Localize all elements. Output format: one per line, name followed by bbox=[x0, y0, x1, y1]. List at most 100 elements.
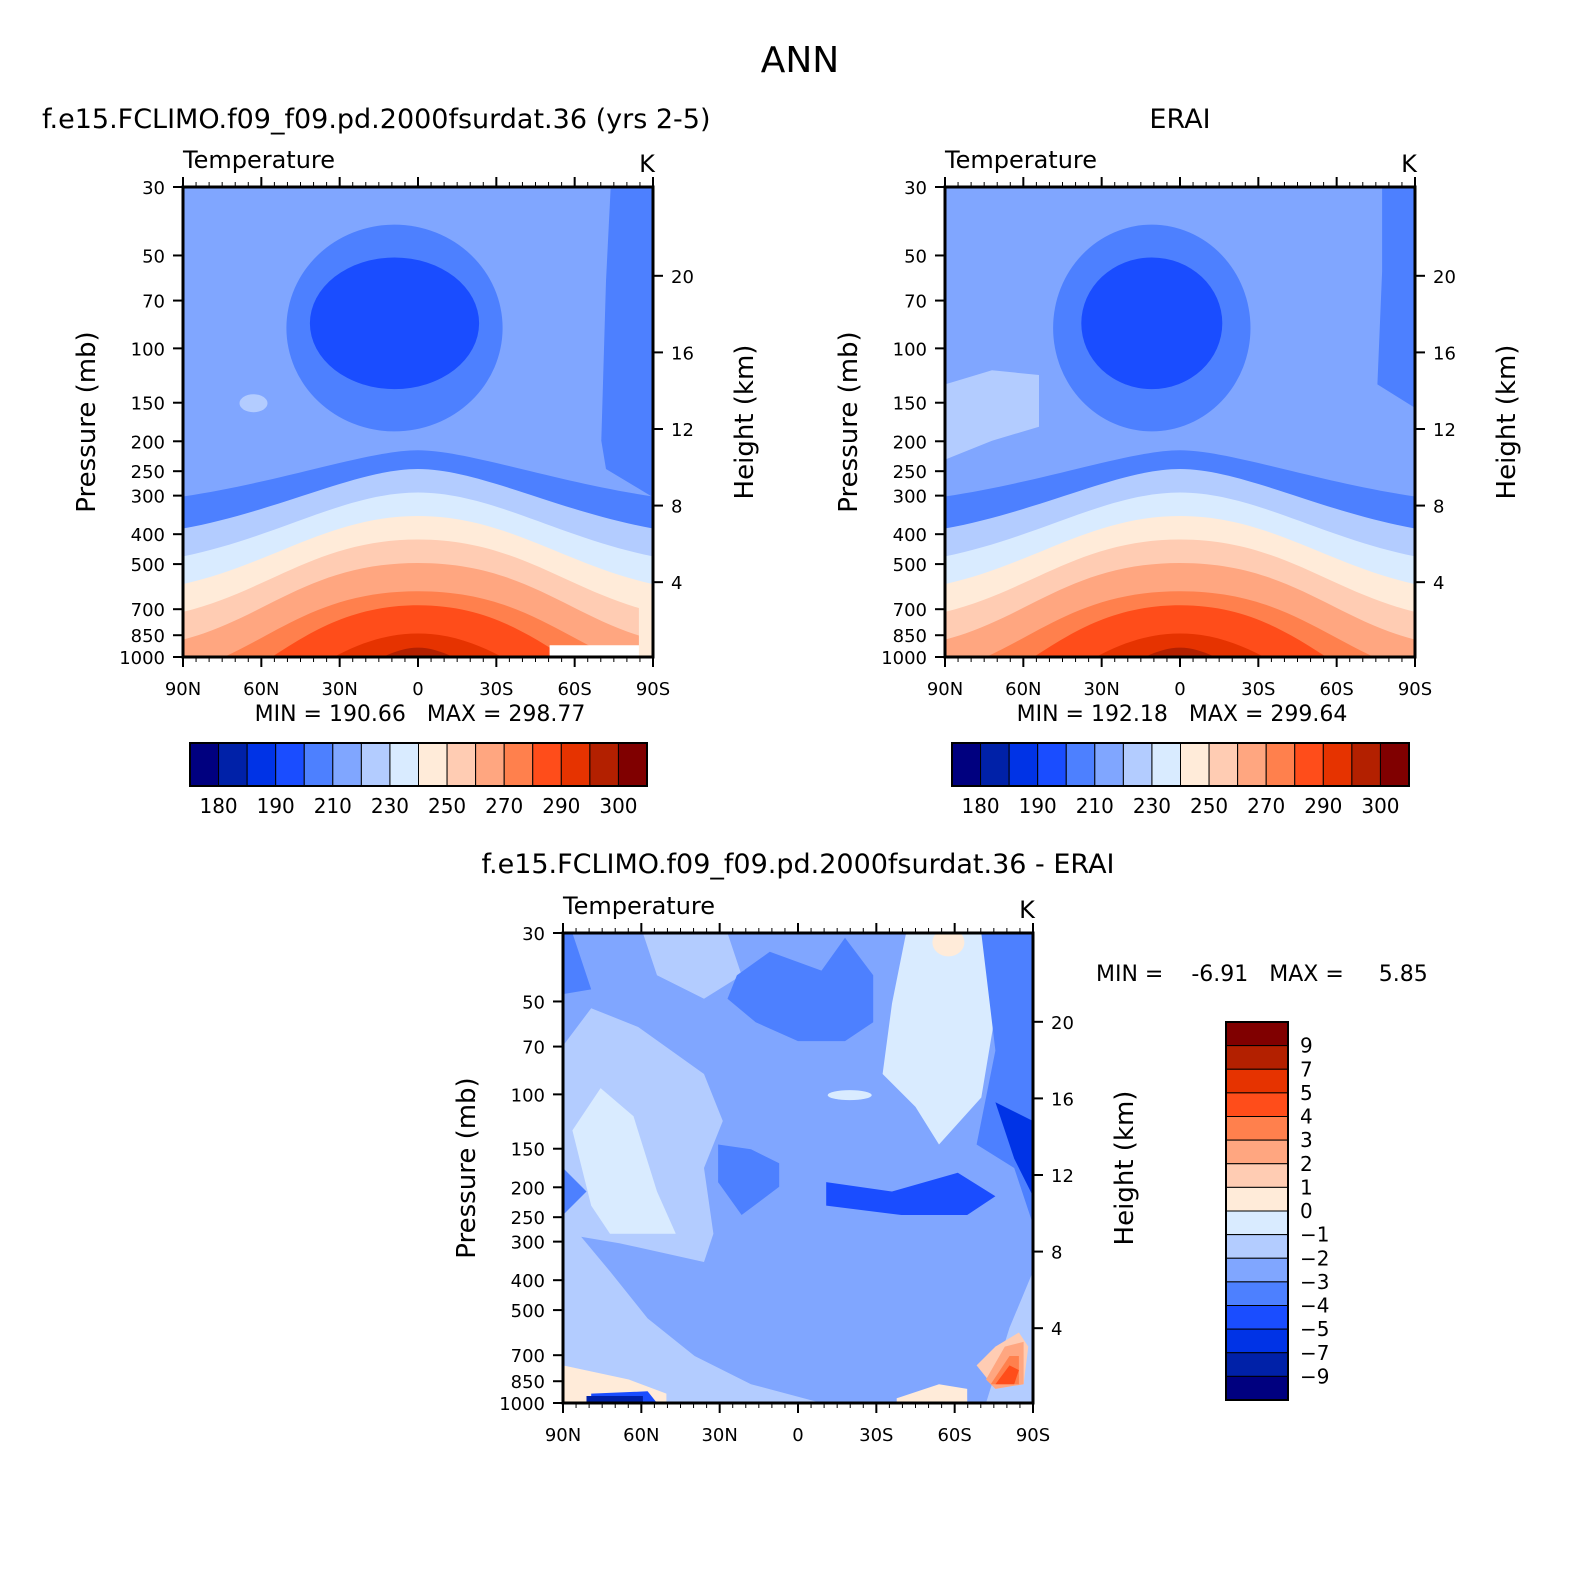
colorbar-swatch-diff bbox=[1225, 1257, 1289, 1283]
x-tick-label-diff: 60S bbox=[937, 1425, 971, 1446]
diff-band-l bbox=[827, 1090, 872, 1101]
colorbar-swatch-diff bbox=[1225, 1139, 1289, 1165]
diff-band-top bbox=[642, 933, 742, 999]
colorbar-label-obs: 180 bbox=[961, 794, 999, 818]
colorbar-swatch-model bbox=[617, 742, 648, 787]
colorbar-swatch-model bbox=[475, 742, 505, 787]
contour-band-trop-9 bbox=[383, 647, 453, 657]
colorbar-swatch-obs bbox=[1094, 742, 1124, 787]
colorbar-label-diff: −2 bbox=[1300, 1246, 1329, 1270]
axes-layer: 90N 60N 30N 0 30S 60S 90S305070100150200250300… bbox=[72, 177, 1522, 1446]
y2-tick-label-diff: 12 bbox=[1051, 1166, 1074, 1187]
y-tick-label-model: 700 bbox=[131, 600, 165, 621]
colorbar-label-obs: 300 bbox=[1361, 794, 1399, 818]
colorbar-label-model: 230 bbox=[371, 794, 409, 818]
x-tick-label-obs: 90N bbox=[927, 679, 963, 700]
colorbar-label-diff: 4 bbox=[1300, 1105, 1313, 1129]
contour-band-lowlat bbox=[239, 394, 268, 413]
x-tick-label-obs: 0 bbox=[1174, 679, 1185, 700]
y2-tick-label-model: 8 bbox=[671, 497, 682, 518]
colorbar-swatch-model bbox=[246, 742, 277, 787]
panel-units-obs: K bbox=[1401, 150, 1418, 178]
colorbar-swatch-obs bbox=[1008, 742, 1039, 787]
colorbar-label-model: 270 bbox=[485, 794, 523, 818]
panel-variable-model: Temperature bbox=[182, 146, 335, 174]
colorbar-label-diff: 0 bbox=[1300, 1199, 1313, 1223]
diff-band-h bbox=[995, 1102, 1033, 1197]
colorbar-swatch-diff bbox=[1225, 1234, 1289, 1259]
colorbar-label-diff: 9 bbox=[1300, 1034, 1313, 1058]
panel-stats-model: MIN = 190.66 MAX = 298.77 bbox=[255, 702, 586, 727]
x-tick-label-diff: 30S bbox=[859, 1425, 893, 1446]
colorbar-swatch-diff bbox=[1225, 1068, 1289, 1094]
y-tick-label-diff: 200 bbox=[511, 1178, 545, 1199]
y-tick-label-diff: 30 bbox=[522, 924, 545, 945]
colorbar-swatch-model bbox=[360, 742, 391, 787]
colorbar-swatch-obs bbox=[1208, 742, 1239, 787]
y-tick-label-obs: 200 bbox=[893, 432, 927, 453]
y2-tick-label-diff: 4 bbox=[1051, 1319, 1062, 1340]
x-tick-label-diff: 0 bbox=[792, 1425, 803, 1446]
contour-band-trop-9 bbox=[1145, 647, 1215, 657]
colorbar-label-obs: 230 bbox=[1133, 794, 1171, 818]
colorbar-label-diff: −9 bbox=[1300, 1364, 1329, 1388]
colorbar-swatch-model bbox=[418, 742, 448, 787]
x-tick-label-model: 90S bbox=[636, 679, 670, 700]
colorbar-label-model: 210 bbox=[314, 794, 352, 818]
x-tick-label-model: 60S bbox=[557, 679, 591, 700]
colorbar-swatch-diff bbox=[1225, 1281, 1289, 1306]
contour-band-trop-7 bbox=[1033, 605, 1327, 657]
y-tick-label-obs: 50 bbox=[904, 246, 927, 267]
colorbar-label-obs: 270 bbox=[1247, 794, 1285, 818]
y-tick-label-obs: 100 bbox=[893, 339, 927, 360]
colorbar-label-diff: 3 bbox=[1300, 1128, 1313, 1152]
colorbar-frame-obs bbox=[951, 742, 1410, 787]
y-tick-label-diff: 150 bbox=[511, 1140, 545, 1161]
contour-band-core-inner bbox=[1081, 257, 1223, 390]
diff-band-c bbox=[563, 1215, 1033, 1403]
colorbar-label-model: 190 bbox=[257, 794, 295, 818]
colorbar-label-diff: −1 bbox=[1300, 1223, 1329, 1247]
colorbar-swatch-model bbox=[275, 742, 305, 787]
y-tick-label-diff: 500 bbox=[511, 1301, 545, 1322]
panel-stats-diff: MIN = -6.91 MAX = 5.85 bbox=[1096, 962, 1428, 987]
colorbar-label-diff: −5 bbox=[1300, 1317, 1329, 1341]
y-tick-label-model: 100 bbox=[131, 339, 165, 360]
panel-variable-diff: Temperature bbox=[562, 892, 715, 920]
x-tick-label-obs: 30S bbox=[1241, 679, 1275, 700]
y-tick-label-diff: 250 bbox=[511, 1208, 545, 1229]
colorbar-layer: 180 190 210 230 250 270 290 300 180 190 210 230 250 2… bbox=[189, 742, 1410, 1401]
colorbar-label-obs: 210 bbox=[1076, 794, 1114, 818]
panel-header-diff: f.e15.FCLIMO.f09_f09.pd.2000fsurdat.36 -… bbox=[481, 849, 1114, 880]
panel-obs-contours bbox=[945, 187, 1415, 657]
colorbar-swatch-diff bbox=[1225, 1163, 1289, 1188]
y-tick-label-diff: 400 bbox=[511, 1271, 545, 1292]
colorbar-swatch-model bbox=[218, 742, 248, 787]
colorbar-swatch-obs bbox=[980, 742, 1010, 787]
y-tick-label-diff: 700 bbox=[511, 1346, 545, 1367]
panel-diff-contours bbox=[563, 933, 1033, 1403]
colorbar-swatch-diff bbox=[1225, 1116, 1289, 1141]
panel-variable-obs: Temperature bbox=[944, 146, 1097, 174]
panel-header-obs: ERAI bbox=[1149, 104, 1210, 135]
y-tick-label-model: 400 bbox=[131, 525, 165, 546]
panel-units-diff: K bbox=[1019, 896, 1036, 924]
y2-tick-label-obs: 8 bbox=[1433, 497, 1444, 518]
diff-band-d bbox=[727, 937, 874, 1042]
colorbar-swatch-obs bbox=[1065, 742, 1096, 787]
contour-band-trop-7 bbox=[271, 605, 565, 657]
y2-tick-label-diff: 16 bbox=[1051, 1089, 1074, 1110]
y-tick-label-model: 50 bbox=[142, 246, 165, 267]
colorbar-swatch-model bbox=[503, 742, 534, 787]
y-tick-label-model: 300 bbox=[131, 487, 165, 508]
x-tick-label-obs: 30N bbox=[1083, 679, 1119, 700]
colorbar-swatch-obs bbox=[1351, 742, 1381, 787]
colorbar-swatch-model bbox=[589, 742, 619, 787]
colorbar-swatch-model bbox=[303, 742, 334, 787]
panel-model-contours bbox=[183, 187, 653, 657]
colorbar-swatch-obs bbox=[1265, 742, 1296, 787]
missing-data-patch bbox=[549, 645, 644, 657]
y-tick-label-diff: 300 bbox=[511, 1233, 545, 1254]
colorbar-label-obs: 250 bbox=[1190, 794, 1228, 818]
y2-tick-label-model: 20 bbox=[671, 267, 694, 288]
